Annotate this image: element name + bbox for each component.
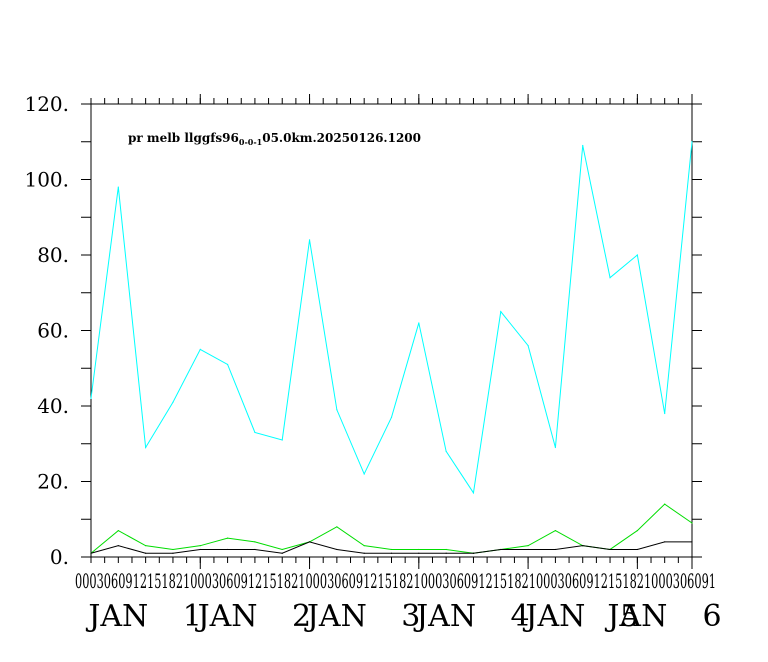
data-point-max [527, 345, 529, 347]
data-point-max [90, 397, 92, 400]
data-point-min [472, 552, 475, 554]
x-month-label: JAN [85, 599, 148, 634]
data-point-min [418, 552, 420, 554]
data-point-min [582, 545, 584, 547]
y-tick-label: 120. [24, 92, 69, 116]
data-point-mean [664, 503, 666, 505]
data-point-min [363, 552, 365, 554]
x-hour-tick-labels: 0003060912151821000306091215182100030609… [75, 569, 716, 593]
data-point-max [445, 450, 447, 452]
data-point-max [472, 492, 475, 494]
data-point-min [445, 552, 447, 554]
data-point-min [90, 552, 92, 554]
data-point-max [418, 322, 420, 324]
data-point-mean [636, 529, 638, 532]
data-point-max [226, 363, 229, 366]
data-point-max [691, 141, 693, 143]
chart-title-subscript: 0-0-1 [239, 137, 262, 147]
data-point-min [527, 548, 529, 551]
data-point-min [226, 548, 229, 551]
x-month-label: JAN [304, 599, 367, 634]
data-point-max [145, 446, 147, 449]
data-point-mean [554, 529, 557, 532]
y-tick-label: 0. [50, 545, 69, 569]
data-point-max [554, 446, 557, 449]
data-point-min [554, 548, 557, 551]
series-line-min [90, 541, 692, 554]
data-point-max [308, 239, 311, 241]
x-day-label: 3 [401, 599, 420, 634]
y-tick-label: 100. [24, 168, 69, 192]
data-point-max [636, 254, 638, 256]
data-point-min [336, 548, 338, 551]
y-tick-label: 20. [37, 470, 69, 494]
x-month-label: JAN [604, 599, 667, 634]
data-point-min [308, 541, 311, 543]
x-day-label: 2 [292, 599, 311, 634]
chart-title-main: pr melb llggfs96 [128, 131, 239, 145]
y-tick-label: 80. [37, 243, 69, 267]
x-day-label: 5 [620, 599, 639, 634]
data-point-mean [527, 545, 529, 547]
data-point-mean [172, 548, 174, 551]
y-tick-label: 40. [37, 394, 69, 418]
data-point-min [117, 545, 119, 547]
data-point-min [664, 541, 666, 543]
x-axis: 0003060912151821000306091215182100030609… [75, 94, 722, 634]
data-point-mean [145, 545, 147, 547]
x-day-label: 1 [183, 599, 202, 634]
data-point-mean [254, 541, 256, 543]
data-point-max [390, 416, 393, 418]
data-point-mean [691, 522, 693, 524]
data-point-max [117, 186, 119, 188]
x-day-label: 4 [511, 599, 530, 634]
y-axis: 0. 20. 40. 60. 80. 100. 120. [24, 92, 702, 569]
series-layer [90, 141, 693, 554]
data-point-min [390, 552, 393, 554]
series-line-max [90, 141, 693, 495]
data-point-mean [390, 548, 393, 551]
x-day-label: 6 [702, 599, 721, 634]
data-point-mean [418, 548, 420, 551]
y-tick-label: 60. [37, 319, 69, 343]
data-point-mean [445, 548, 447, 551]
data-point-mean [199, 545, 201, 547]
data-point-max [254, 431, 256, 434]
plot-frame [90, 103, 693, 558]
data-point-mean [363, 545, 365, 547]
data-point-min [199, 548, 201, 551]
plot-border [90, 103, 693, 558]
data-point-min [636, 548, 638, 551]
data-point-max [172, 401, 174, 403]
data-point-min [281, 552, 283, 554]
data-point-mean [226, 537, 229, 539]
chart-title: pr melb llggfs960-0-105.0km.20250126.120… [128, 131, 421, 147]
x-month-label: JAN [522, 599, 585, 634]
series-line-mean [90, 503, 693, 554]
data-point-min [172, 552, 174, 554]
x-month-label: JAN [195, 599, 258, 634]
data-point-mean [117, 529, 119, 532]
chart-title-suffix: 05.0km.20250126.1200 [262, 131, 421, 145]
data-point-mean [281, 548, 283, 551]
data-point-max [664, 412, 666, 415]
x-month-label: JAN [413, 599, 476, 634]
data-point-min [254, 548, 256, 551]
data-point-max [336, 409, 338, 411]
data-point-min [609, 548, 611, 551]
data-point-min [145, 552, 147, 554]
data-point-mean [336, 526, 338, 528]
data-point-max [609, 277, 611, 279]
data-point-max [500, 311, 502, 313]
data-point-max [582, 144, 584, 147]
data-point-max [363, 473, 365, 475]
data-point-max [281, 439, 283, 441]
data-point-min [691, 541, 693, 543]
data-point-max [199, 348, 201, 350]
data-point-min [500, 548, 502, 551]
